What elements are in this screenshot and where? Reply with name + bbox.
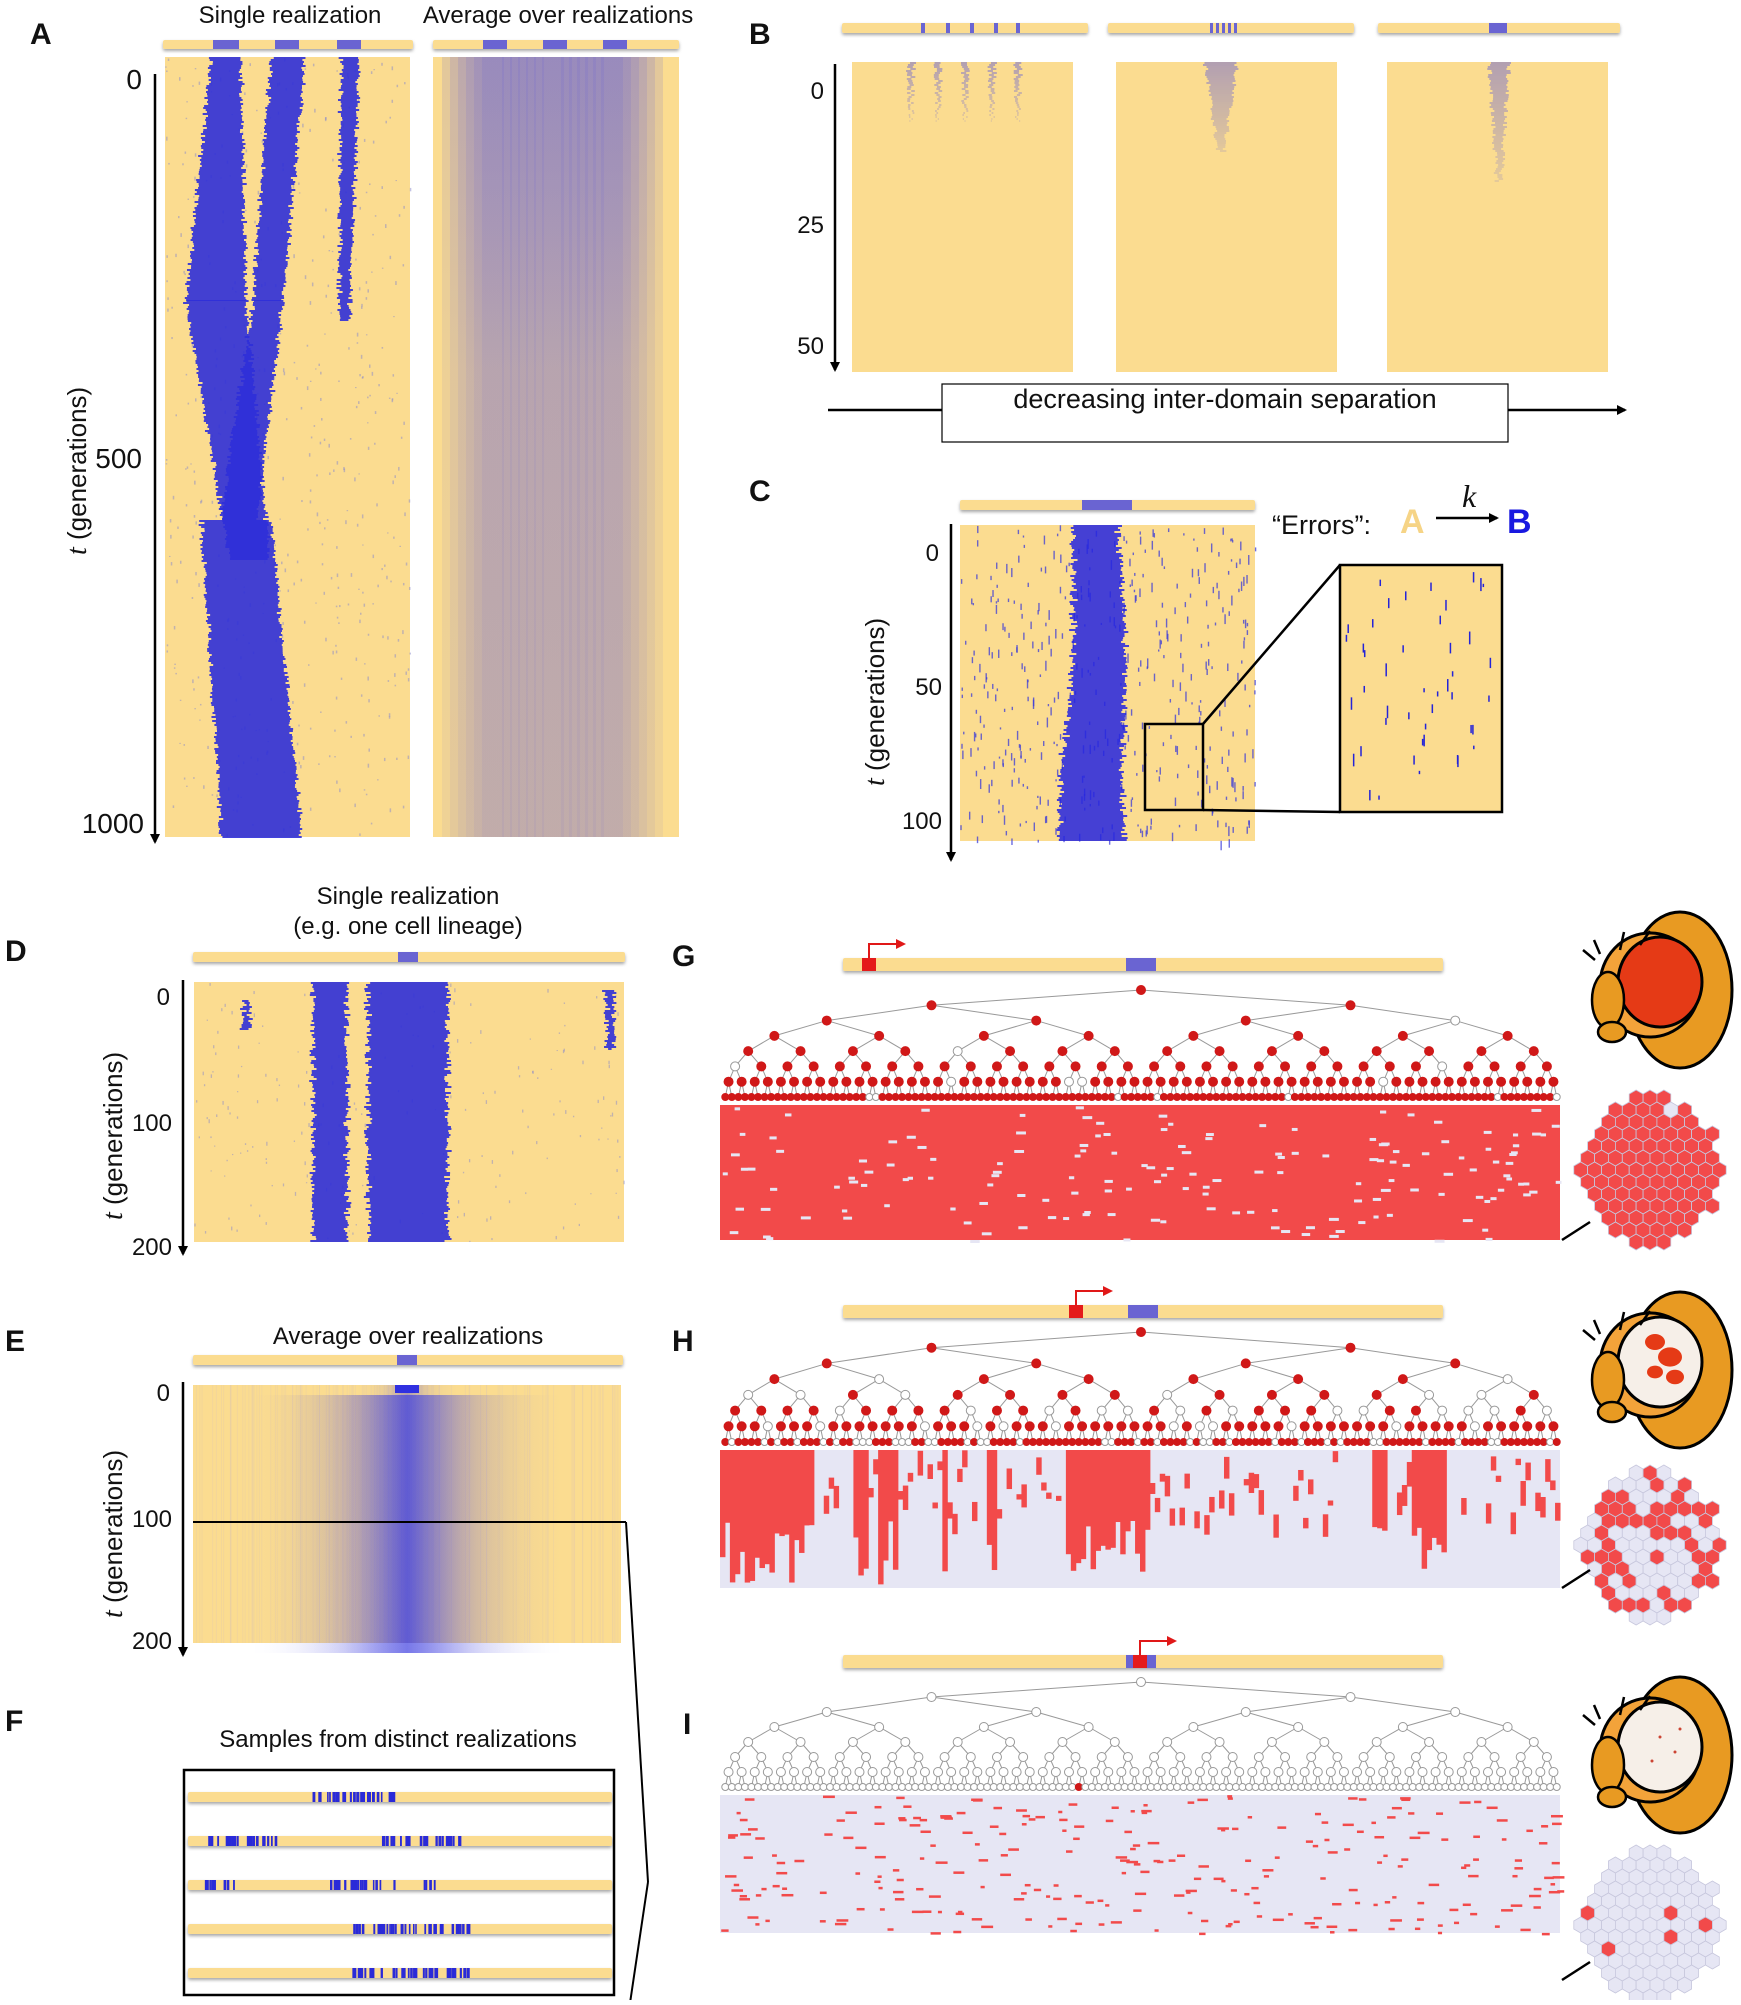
panel-h-promoter-arrow-icon — [1076, 1291, 1111, 1305]
panel-b-chromosome-3 — [1378, 23, 1620, 33]
hexagon-ommatidia-icon-h — [1574, 1465, 1726, 1625]
fly-eye-icon-h — [1583, 1292, 1732, 1448]
panel-b-tick-0: 0 — [780, 78, 824, 106]
hexagon-ommatidia-icon-i — [1574, 1845, 1726, 2000]
panel-label-b: B — [749, 18, 771, 52]
panel-a-y-axis-label: t (generations) — [62, 387, 94, 555]
panel-c-chromosome — [960, 500, 1255, 510]
panel-i-expression-grid — [720, 1795, 1564, 1935]
panel-g-promoter-arrow-icon — [869, 944, 904, 958]
panel-b-kymograph-1 — [852, 62, 1073, 372]
rate-k-label: k — [1462, 478, 1476, 515]
panel-b-chromosome-2 — [1108, 23, 1354, 33]
hexagon-ommatidia-icon-g — [1574, 1090, 1726, 1250]
panel-label-i: I — [683, 1708, 691, 1742]
panel-f-title: Samples from distinct realizations — [180, 1726, 616, 1754]
panel-b-chromosome-1 — [842, 23, 1088, 33]
panel-a-title-right: Average over realizations — [408, 2, 708, 30]
panel-label-a: A — [30, 18, 52, 52]
panel-b-arrow-label: decreasing inter-domain separation — [942, 384, 1508, 415]
state-a-label: A — [1400, 503, 1425, 542]
state-b-label: B — [1507, 503, 1532, 542]
sample-chromosome-1 — [188, 1792, 612, 1802]
panel-label-f: F — [5, 1705, 23, 1739]
panel-g-lineage-tree — [722, 986, 1560, 1101]
panel-a-title-left: Single realization — [165, 2, 415, 30]
panel-e-title: Average over realizations — [250, 1323, 566, 1351]
panel-a-tick-0: 0 — [60, 64, 142, 96]
panel-b-kymograph-2 — [1116, 62, 1337, 372]
panel-label-e: E — [5, 1325, 25, 1359]
panel-d-title-line1: Single realization — [258, 883, 558, 911]
panel-label-h: H — [672, 1325, 694, 1359]
panel-g-expression-grid — [720, 1105, 1562, 1243]
sample-chromosome-4 — [188, 1924, 612, 1934]
panel-e-tick-0: 0 — [120, 1380, 170, 1408]
panel-label-d: D — [5, 935, 27, 969]
panel-a-tick-1000: 1000 — [58, 808, 144, 840]
panel-c-y-axis-label: t (generations) — [860, 618, 892, 786]
panel-a-chromosome-left — [163, 40, 413, 49]
panel-i-lineage-tree — [722, 1678, 1560, 1791]
hexagon-connector-lines — [1562, 1222, 1590, 1980]
panel-d-tick-0: 0 — [120, 984, 170, 1012]
panel-h-chromosome — [843, 1305, 1443, 1318]
errors-label: “Errors”: — [1272, 510, 1371, 541]
panel-e-kymograph — [193, 1385, 621, 1653]
panel-i-chromosome — [843, 1655, 1443, 1668]
panel-label-c: C — [749, 475, 771, 509]
panel-c-tick-0: 0 — [895, 540, 939, 568]
panel-c-kymograph — [960, 525, 1256, 850]
panel-b-kymograph-3 — [1387, 62, 1608, 372]
panel-e-y-axis-label: t (generations) — [98, 1450, 130, 1618]
panel-h-lineage-tree — [722, 1328, 1560, 1446]
panel-a-average-kymograph — [433, 57, 679, 837]
panel-i-promoter-arrow-icon — [1140, 1641, 1175, 1655]
panel-h-expression-grid — [720, 1450, 1561, 1588]
panel-d-kymograph — [194, 982, 625, 1242]
panel-e-chromosome — [193, 1355, 623, 1365]
panel-b-tick-50: 50 — [780, 333, 824, 361]
panel-b-tick-25: 25 — [780, 212, 824, 240]
sample-chromosome-5 — [188, 1968, 612, 1978]
panel-d-y-axis-label: t (generations) — [98, 1052, 130, 1220]
sample-chromosome-2 — [188, 1836, 612, 1846]
sample-chromosome-3 — [188, 1880, 612, 1890]
panel-e-tick-200: 200 — [100, 1628, 172, 1656]
panel-label-g: G — [672, 940, 695, 974]
panel-d-title-line2: (e.g. one cell lineage) — [258, 913, 558, 941]
panel-a-single-realization-kymograph — [165, 57, 411, 838]
fly-eye-icon-i — [1583, 1677, 1732, 1833]
panel-g-chromosome — [843, 958, 1443, 971]
panel-d-tick-200: 200 — [100, 1234, 172, 1262]
panel-c-tick-100: 100 — [870, 808, 942, 836]
panel-d-chromosome — [193, 952, 625, 962]
panel-a-chromosome-right — [433, 40, 679, 49]
fly-eye-icon-g — [1583, 912, 1732, 1068]
